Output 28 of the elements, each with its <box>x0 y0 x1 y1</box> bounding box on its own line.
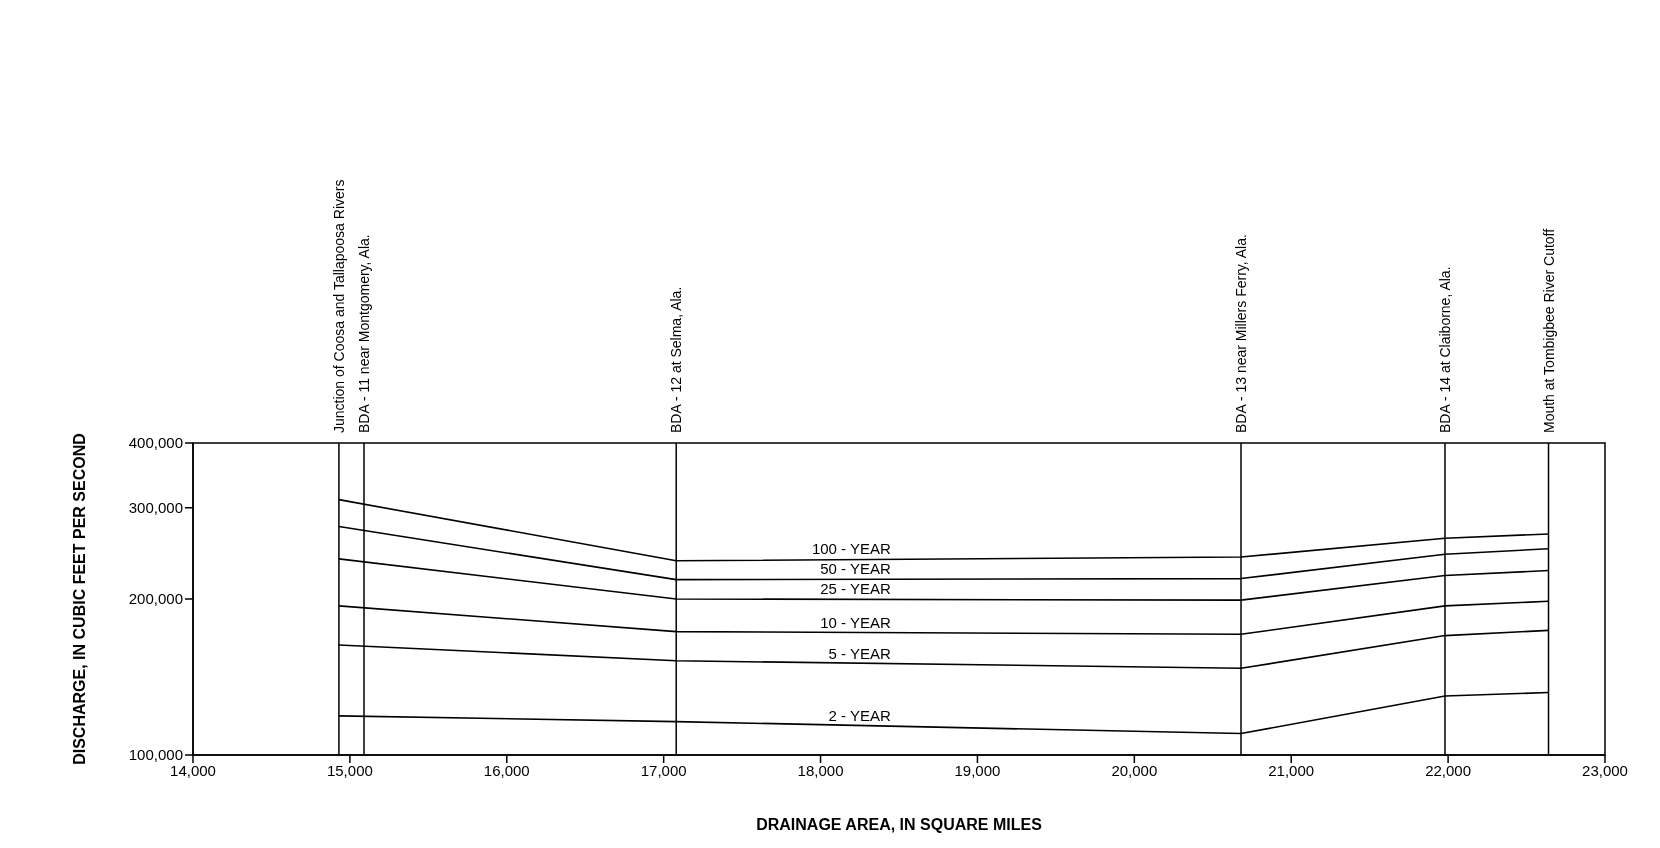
y-tick-label: 300,000 <box>128 499 183 517</box>
y-axis-title: DISCHARGE, IN CUBIC FEET PER SECOND <box>71 433 88 765</box>
ref-line-label: BDA - 14 at Claiborne, Ala. <box>1436 266 1453 433</box>
series-label: 5 - YEAR <box>828 644 892 662</box>
x-tick-label: 14,000 <box>170 761 216 779</box>
x-tick-label: 20,000 <box>1111 761 1158 779</box>
x-tick-label: 18,000 <box>797 761 844 779</box>
x-tick-label: 23,000 <box>1582 761 1628 779</box>
series-label: 10 - YEAR <box>820 613 892 631</box>
y-tick-label: 200,000 <box>128 590 183 608</box>
x-tick-label: 19,000 <box>954 761 1001 779</box>
ref-line-label: BDA - 13 near Millers Ferry, Ala. <box>1233 234 1250 433</box>
series-label: 25 - YEAR <box>820 580 892 598</box>
series-label: 100 - YEAR <box>811 540 891 558</box>
x-axis-title: DRAINAGE AREA, IN SQUARE MILES <box>756 816 1043 833</box>
x-tick-label: 22,000 <box>1425 761 1472 779</box>
x-tick-label: 17,000 <box>640 761 687 779</box>
ref-line-label: BDA - 11 near Montgomery, Ala. <box>356 234 373 433</box>
x-tick-label: 21,000 <box>1268 761 1315 779</box>
series-label: 2 - YEAR <box>828 707 892 725</box>
y-tick-label: 400,000 <box>128 434 183 452</box>
ref-line-label: BDA - 12 at Selma, Ala. <box>668 286 685 433</box>
x-tick-label: 16,000 <box>483 761 530 779</box>
series-label: 50 - YEAR <box>820 560 892 578</box>
ref-line-label: Junction of Coosa and Tallapoosa Rivers <box>330 179 347 433</box>
ref-line-label: Mouth at Tombigbee River Cutoff <box>1540 228 1557 433</box>
y-tick-label: 100,000 <box>128 746 183 764</box>
x-tick-label: 15,000 <box>326 761 373 779</box>
